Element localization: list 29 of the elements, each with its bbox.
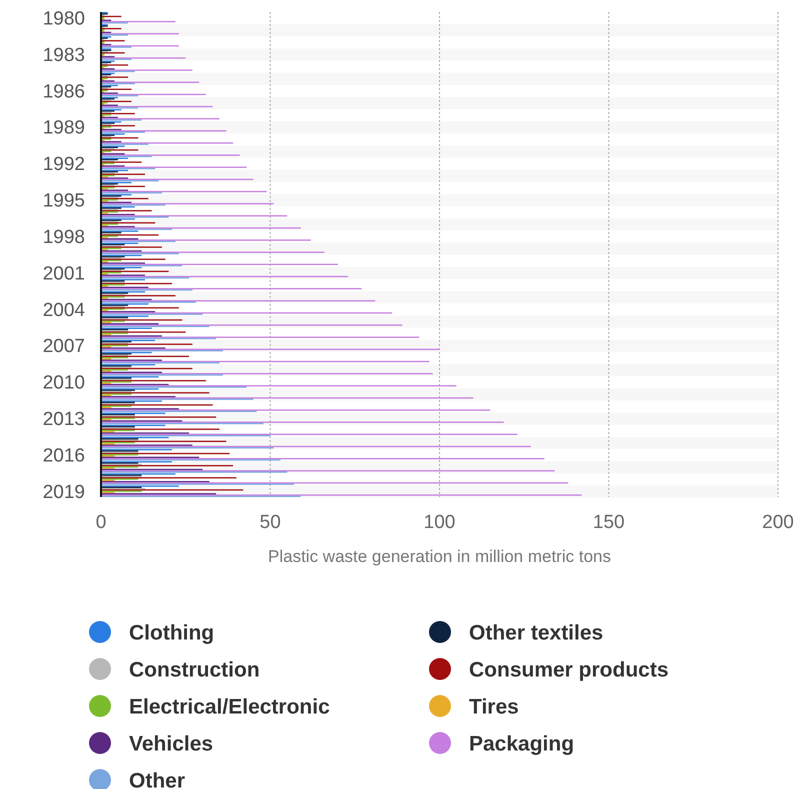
y-tick-label: 1989 (42, 118, 85, 139)
x-tick-label: 100 (424, 512, 456, 533)
legend-label: Packaging (469, 732, 574, 756)
x-tick-label: 150 (592, 512, 625, 533)
legend-label: Electrical/Electronic (129, 695, 330, 718)
x-tick-label: 50 (260, 512, 281, 533)
legend-label: Other textiles (469, 621, 604, 644)
legend-label: Tires (469, 695, 519, 718)
y-tick-label: 2004 (42, 300, 86, 321)
y-tick-label: 2016 (42, 445, 85, 466)
y-tick-label: 1995 (42, 190, 85, 212)
x-tick-label: 0 (96, 512, 106, 533)
legend-label: Consumer products (469, 658, 669, 682)
y-tick-label: 1986 (42, 81, 85, 102)
y-tick-label: 2001 (42, 263, 85, 284)
y-tick-label: 1992 (42, 154, 85, 176)
y-tick-label: 1983 (42, 44, 85, 66)
legend-label: Construction (129, 658, 260, 682)
x-axis-title: Plastic waste generation in million metric tons (268, 547, 611, 566)
y-tick-label: 2019 (42, 482, 85, 503)
y-tick-label: 2013 (42, 409, 85, 430)
legend-label: Clothing (129, 621, 214, 644)
y-tick-label: 2007 (42, 336, 85, 358)
x-tick-label: 200 (762, 512, 794, 533)
y-tick-label: 2010 (42, 372, 85, 394)
y-tick-label: 1998 (42, 226, 85, 248)
legend-label: Other (129, 769, 186, 789)
y-tick-label: 1980 (42, 8, 85, 30)
legend-label: Vehicles (129, 732, 214, 756)
